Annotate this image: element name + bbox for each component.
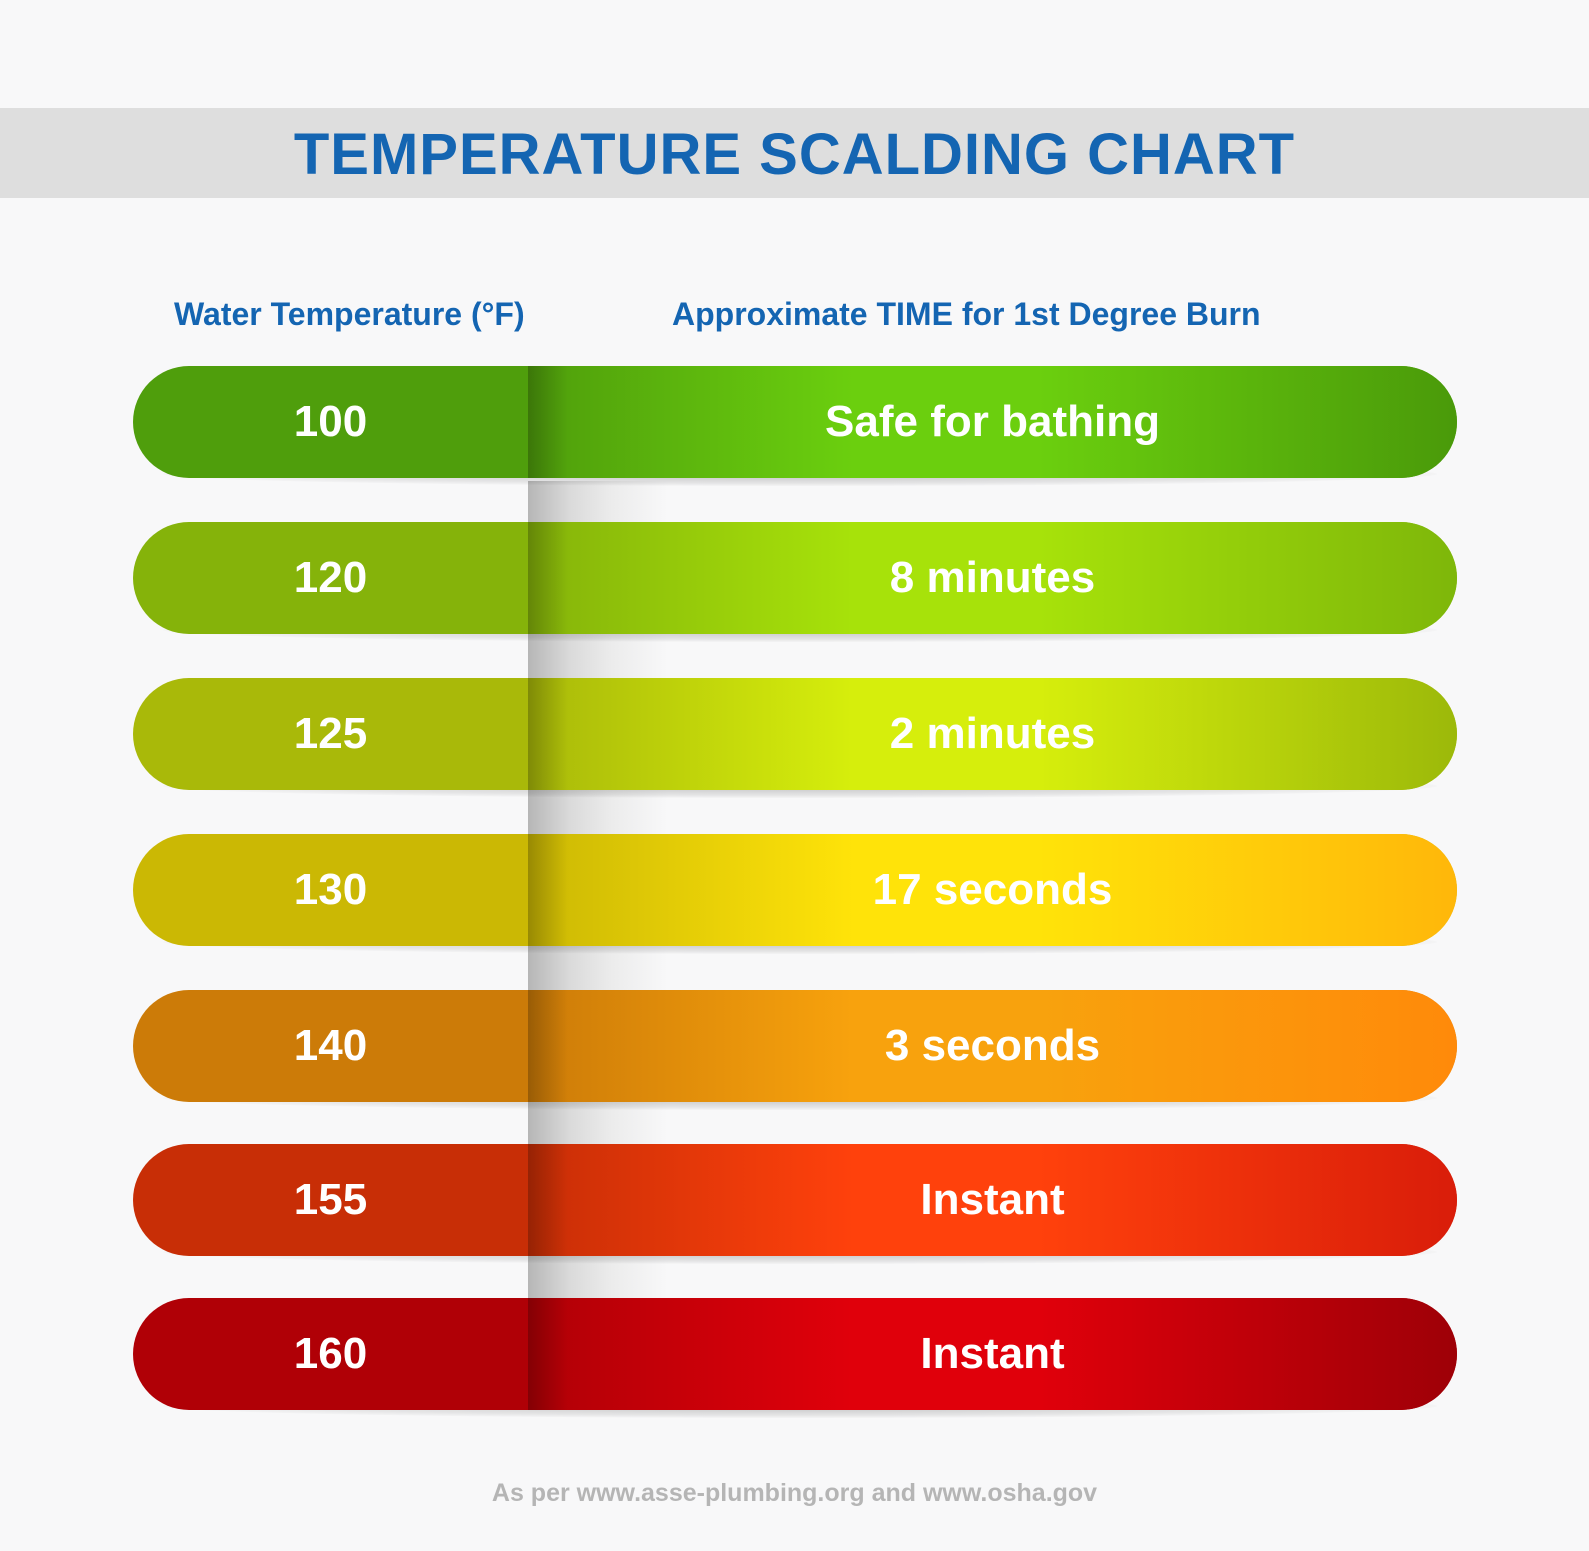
table-row: 155 Instant (133, 1144, 1457, 1264)
burn-time-value: 17 seconds (872, 865, 1113, 914)
table-row: 130 17 seconds (133, 834, 1457, 954)
temperature-value: 100 (293, 397, 368, 446)
row-fold-shade (528, 522, 568, 634)
burn-time-value: 2 minutes (889, 709, 1096, 758)
row-pill: 155 Instant (133, 1144, 1457, 1256)
table-row: 120 8 minutes (133, 522, 1457, 642)
row-fold-shade (528, 1298, 568, 1410)
row-time-band (528, 678, 1457, 790)
row-pill: 140 3 seconds (133, 990, 1457, 1102)
title-band (0, 108, 1589, 198)
burn-time-value: Instant (920, 1175, 1065, 1224)
time-column-header: Approximate TIME for 1st Degree Burn (672, 296, 1261, 332)
row-fold-shade (528, 1144, 568, 1256)
temperature-value: 155 (293, 1175, 368, 1224)
row-time-band (528, 522, 1457, 634)
burn-time-value: Instant (920, 1329, 1065, 1378)
temperature-column-header: Water Temperature (°F) (174, 296, 525, 332)
burn-time-value: 3 seconds (884, 1021, 1101, 1070)
row-fold-shade (528, 366, 568, 478)
row-pill: 160 Instant (133, 1298, 1457, 1410)
row-pill: 125 2 minutes (133, 678, 1457, 790)
burn-time-value: Safe for bathing (825, 397, 1160, 446)
temperature-value: 160 (293, 1329, 368, 1378)
row-time-band (528, 990, 1457, 1102)
row-pill: 130 17 seconds (133, 834, 1457, 946)
source-footnote: As per www.asse-plumbing.org and www.osh… (491, 1479, 1098, 1507)
row-fold-shade (528, 990, 568, 1102)
burn-time-value: 8 minutes (889, 553, 1096, 602)
table-row: 125 2 minutes (133, 678, 1457, 798)
row-pill: 100 Safe for bathing (133, 366, 1457, 478)
temperature-value: 120 (293, 553, 368, 602)
table-row: 100 Safe for bathing (133, 366, 1457, 486)
table-row: 160 Instant (133, 1298, 1457, 1418)
temperature-value: 140 (293, 1021, 368, 1070)
chart-title: TEMPERATURE SCALDING CHART (293, 122, 1296, 187)
row-pill: 120 8 minutes (133, 522, 1457, 634)
temperature-value: 130 (293, 865, 368, 914)
row-fold-shade (528, 834, 568, 946)
row-fold-shade (528, 678, 568, 790)
temperature-value: 125 (293, 709, 368, 758)
row-time-band (528, 1144, 1457, 1256)
row-time-band (528, 834, 1457, 946)
table-row: 140 3 seconds (133, 990, 1457, 1110)
row-time-band (528, 366, 1457, 478)
row-time-band (528, 1298, 1457, 1410)
